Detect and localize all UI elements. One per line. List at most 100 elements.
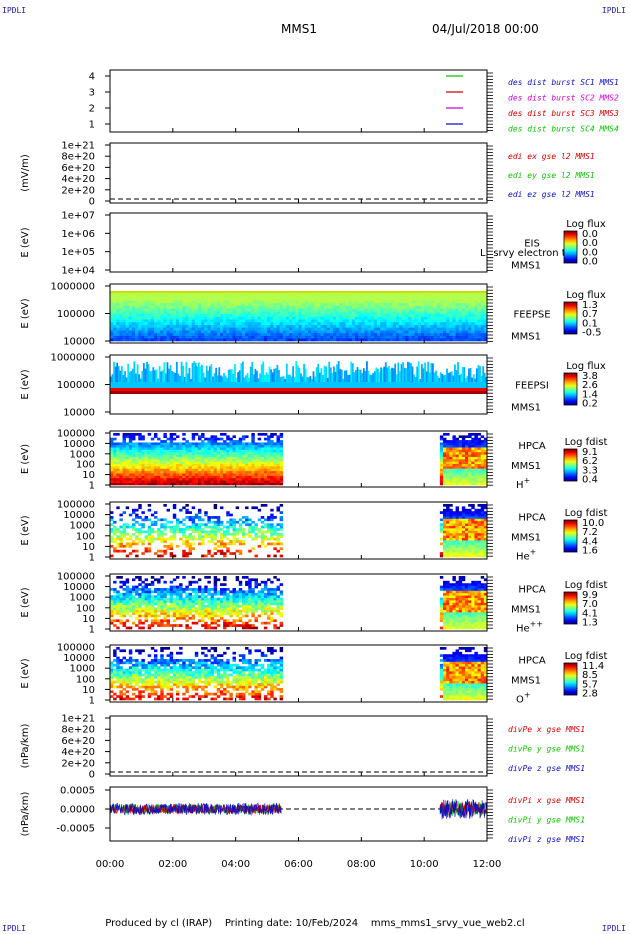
heat-cell [188,547,192,551]
heat-cell [207,549,211,553]
heat-cell [251,308,255,312]
heat-cell [201,433,205,436]
heat-cell [166,544,170,548]
heat-cell [210,447,214,450]
heat-cell [449,297,453,301]
heat-cell [461,473,466,476]
heat-cell [477,292,482,296]
heat-cell [458,300,463,304]
craft-label: MMS1 [511,332,541,343]
heat-cell [301,330,306,334]
heat-cell [331,372,334,383]
heat-cell [342,330,346,334]
heat-cell [273,456,277,460]
heat-cell [402,332,406,336]
heat-cell [116,451,120,455]
heat-cell [153,305,158,309]
heat-cell [119,530,123,534]
heat-cell [298,324,302,328]
heat-cell [191,319,196,323]
heat-cell [160,444,164,448]
heat-cell [188,300,192,304]
heat-cell [163,444,167,448]
heat-cell [339,305,343,309]
heat-cell [458,535,463,539]
heat-cell [157,305,161,309]
heat-cell [411,316,416,320]
colorbar-tick-label: 7.2 [582,527,598,538]
heat-cell [113,624,117,627]
heat-cell [163,473,167,476]
heat-cell [197,311,202,315]
heat-cell [433,372,436,383]
heat-cell [458,311,463,315]
heat-cell [251,525,255,529]
heat-cell [219,316,224,320]
heat-cell [483,292,487,296]
heat-cell [474,523,478,526]
heat-cell [270,518,274,522]
heat-cell [483,302,487,306]
heat-cell [116,506,120,510]
heat-cell [119,475,123,479]
heat-cell [166,319,170,323]
heat-cell [468,530,472,534]
heat-cell [216,466,221,469]
heat-cell [147,525,152,529]
heat-cell [480,470,485,474]
heat-cell [191,451,196,455]
heat-cell [182,319,186,323]
heat-cell [414,330,419,334]
heat-cell [439,456,444,460]
heat-cell [414,305,419,309]
heat-cell [260,461,265,465]
heat-cell [210,324,214,328]
heat-cell [326,321,331,325]
heat-cell [188,321,192,325]
heat-cell [141,437,145,441]
heat-cell [194,451,199,455]
heat-cell [229,440,233,443]
heat-cell [468,330,472,334]
heat-cell [232,330,236,334]
heat-cell [216,444,221,448]
heat-cell [163,540,167,543]
heat-cell [358,311,362,315]
heat-cell [135,449,139,453]
heat-cell [411,308,416,312]
heat-cell [131,435,136,439]
heat-cell [172,475,177,479]
heat-cell [226,513,230,517]
heat-cell [480,319,485,323]
heat-cell [474,480,478,483]
heat-cell [279,338,284,342]
heat-cell [248,319,252,323]
heat-cell [399,335,403,339]
heat-cell [226,437,230,441]
heat-cell [364,297,368,301]
heat-cell [191,506,196,510]
heat-cell [361,338,365,342]
heat-cell [191,530,196,534]
heat-cell [223,297,227,301]
heat-cell [345,327,350,331]
heat-cell [326,297,331,301]
heat-cell [235,335,240,339]
heat-cell [279,454,284,457]
heat-cell [185,449,189,453]
heat-cell [139,378,142,383]
y-tick-label: 1 [89,481,95,492]
heat-cell [257,316,262,320]
heat-cell [251,463,255,467]
heat-cell [119,480,123,483]
heat-cell [197,530,202,534]
heat-cell [411,313,416,317]
heat-cell [260,300,265,304]
heat-cell [298,292,302,296]
heat-cell [128,311,133,315]
heat-cell [348,332,353,336]
heat-cell [201,537,205,541]
heat-cell [339,368,342,383]
heat-cell [157,461,161,465]
heat-cell [279,316,284,320]
